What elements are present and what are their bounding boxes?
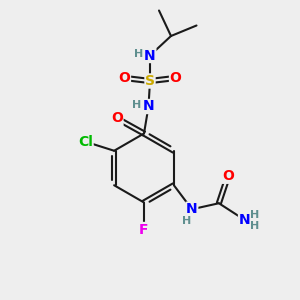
Text: H: H xyxy=(182,216,191,226)
Text: S: S xyxy=(145,74,155,88)
Text: H: H xyxy=(133,100,142,110)
Text: H: H xyxy=(250,221,260,231)
Text: N: N xyxy=(144,49,156,62)
Text: O: O xyxy=(169,71,181,85)
Text: F: F xyxy=(139,223,149,236)
Text: N: N xyxy=(186,202,198,216)
Text: O: O xyxy=(222,169,234,183)
Text: O: O xyxy=(118,71,130,85)
Text: H: H xyxy=(250,210,260,220)
Text: H: H xyxy=(134,49,143,59)
Text: Cl: Cl xyxy=(78,135,93,149)
Text: O: O xyxy=(111,112,123,125)
Text: N: N xyxy=(143,100,154,113)
Text: N: N xyxy=(238,213,250,227)
